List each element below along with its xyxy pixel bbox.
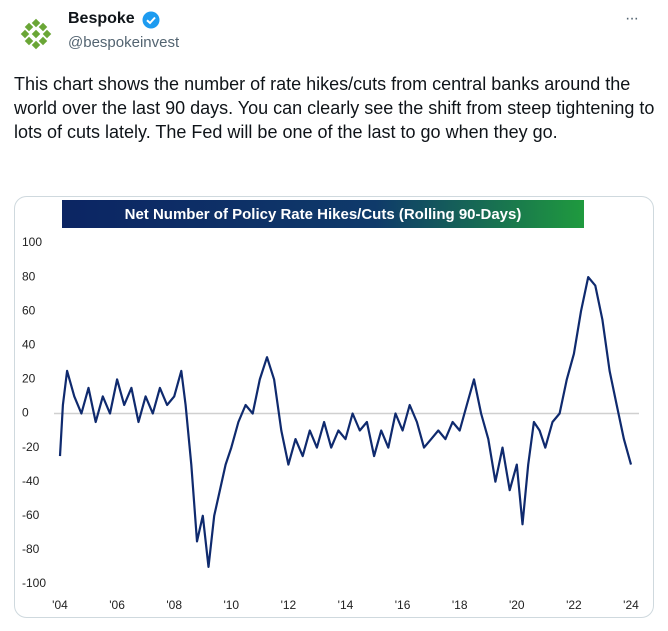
chart-frame	[14, 196, 654, 618]
x-tick-label: '04	[52, 598, 68, 612]
handle[interactable]: @bespokeinvest	[68, 34, 180, 51]
x-tick-label: '14	[338, 598, 354, 612]
y-tick-label: -100	[22, 576, 46, 590]
verified-badge	[142, 11, 160, 29]
x-tick-label: '18	[452, 598, 468, 612]
y-tick-label: -80	[22, 542, 40, 556]
y-tick-label: 0	[22, 406, 29, 420]
x-tick-label: '06	[109, 598, 125, 612]
y-tick-label: 100	[22, 235, 42, 249]
x-tick-label: '24	[623, 598, 639, 612]
y-tick-label: -40	[22, 474, 40, 488]
x-tick-label: '12	[281, 598, 297, 612]
x-tick-label: '22	[566, 598, 582, 612]
chart: Net Number of Policy Rate Hikes/Cuts (Ro…	[14, 196, 654, 618]
y-tick-label: 60	[22, 303, 36, 317]
tweet-text: This chart shows the number of rate hike…	[14, 74, 655, 142]
x-tick-label: '20	[509, 598, 525, 612]
y-tick-label: -60	[22, 508, 40, 522]
title-banner	[62, 200, 584, 228]
y-tick-label: 20	[22, 372, 36, 386]
more-menu[interactable]: ···	[625, 10, 639, 27]
data-line	[58, 276, 633, 568]
x-tick-label: '10	[223, 598, 239, 612]
y-tick-label: 40	[22, 337, 36, 351]
display-name[interactable]: Bespoke	[68, 10, 135, 27]
x-tick-label: '08	[166, 598, 182, 612]
x-tick-label: '16	[395, 598, 411, 612]
y-tick-label: -20	[22, 440, 40, 454]
chart-title: Net Number of Policy Rate Hikes/Cuts (Ro…	[125, 206, 522, 223]
avatar[interactable]	[16, 14, 56, 54]
y-tick-label: 80	[22, 269, 36, 283]
